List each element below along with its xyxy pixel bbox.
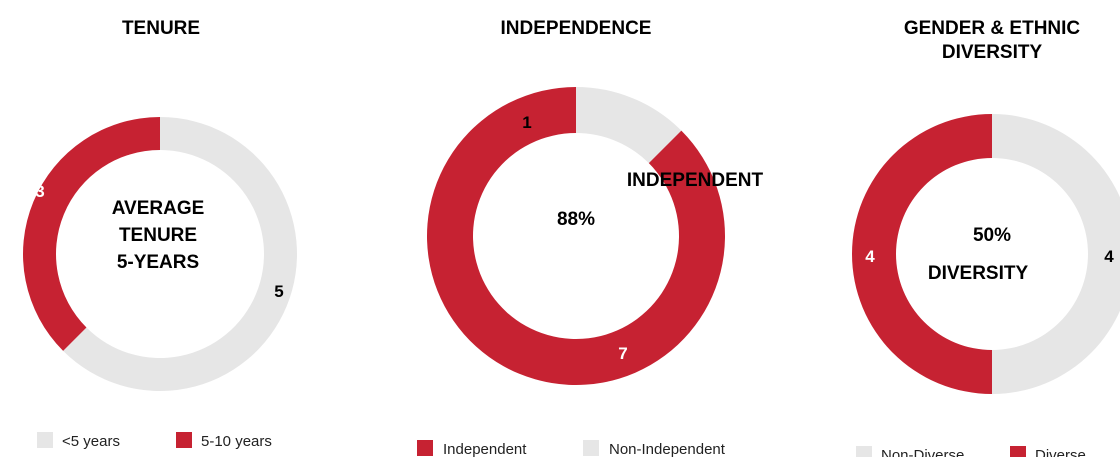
tenure-title: TENURE (122, 18, 200, 39)
slice-5-years (63, 117, 298, 391)
legend-label-under-5: <5 years (62, 433, 120, 450)
diversity-title-line-1: GENDER & ETHNIC (904, 18, 1081, 39)
legend-swatch-under-5 (37, 432, 53, 448)
diversity-label-diverse: 4 (865, 247, 875, 266)
tenure-label-under-5: 5 (274, 282, 283, 301)
independence-center-percent: 88% (557, 209, 595, 230)
slice-5-10-years (23, 117, 160, 351)
diversity-center-label: DIVERSITY (928, 263, 1029, 284)
independence-legend: Independent Non-Independent (417, 440, 726, 457)
tenure-legend: <5 years 5-10 years (37, 432, 272, 450)
tenure-center-line-1: AVERAGE (112, 198, 205, 219)
legend-label-independent: Independent (443, 441, 527, 457)
tenure-chart: TENURE AVERAGE TENURE 5-YEARS 5 3 <5 yea… (23, 18, 298, 450)
tenure-center-line-3: 5-YEARS (117, 252, 199, 273)
independence-label-non-independent: 1 (522, 113, 531, 132)
tenure-donut (23, 117, 298, 391)
independence-label-independent: 7 (618, 344, 627, 363)
legend-swatch-independent (417, 440, 433, 456)
diversity-legend: Non-Diverse Diverse (856, 446, 1086, 457)
diversity-center-percent: 50% (973, 225, 1011, 246)
independence-chart: INDEPENDENCE 88% INDEPENDENT 1 7 Indepen… (417, 18, 763, 457)
slice-diverse (851, 114, 992, 394)
legend-label-5-10: 5-10 years (201, 433, 272, 450)
diversity-chart: GENDER & ETHNIC DIVERSITY 50% DIVERSITY … (851, 18, 1120, 457)
tenure-center-line-2: TENURE (119, 225, 197, 246)
legend-label-non-independent: Non-Independent (609, 441, 726, 457)
legend-swatch-non-diverse (856, 446, 872, 457)
slice-non-diverse (992, 114, 1120, 394)
diversity-donut (851, 114, 1120, 394)
legend-label-non-diverse: Non-Diverse (881, 447, 964, 457)
independence-overlay-label: INDEPENDENT (627, 170, 764, 191)
independence-title: INDEPENDENCE (501, 18, 652, 39)
slice-independent (427, 87, 725, 385)
diversity-title-line-2: DIVERSITY (942, 42, 1043, 63)
legend-label-diverse: Diverse (1035, 447, 1086, 457)
diversity-label-non-diverse: 4 (1104, 247, 1114, 266)
legend-swatch-diverse (1010, 446, 1026, 457)
slice-non-independent (576, 87, 682, 164)
tenure-label-5-10: 3 (35, 182, 44, 201)
independence-donut (427, 87, 725, 385)
legend-swatch-5-10 (176, 432, 192, 448)
legend-swatch-non-independent (583, 440, 599, 456)
